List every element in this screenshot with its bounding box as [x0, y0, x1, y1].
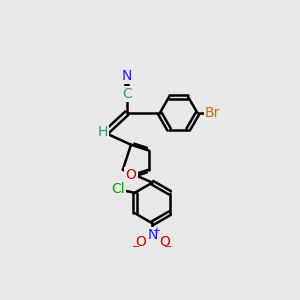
Text: +: +	[152, 226, 160, 236]
Text: N: N	[122, 69, 132, 82]
Text: O: O	[159, 235, 170, 249]
Text: N: N	[147, 228, 158, 242]
Text: C: C	[122, 87, 132, 101]
Text: O: O	[125, 169, 136, 182]
Text: O: O	[135, 235, 146, 249]
Text: −: −	[164, 242, 172, 252]
Text: H: H	[98, 125, 108, 139]
Text: Cl: Cl	[111, 182, 125, 197]
Text: Br: Br	[205, 106, 220, 120]
Text: −: −	[132, 242, 140, 252]
